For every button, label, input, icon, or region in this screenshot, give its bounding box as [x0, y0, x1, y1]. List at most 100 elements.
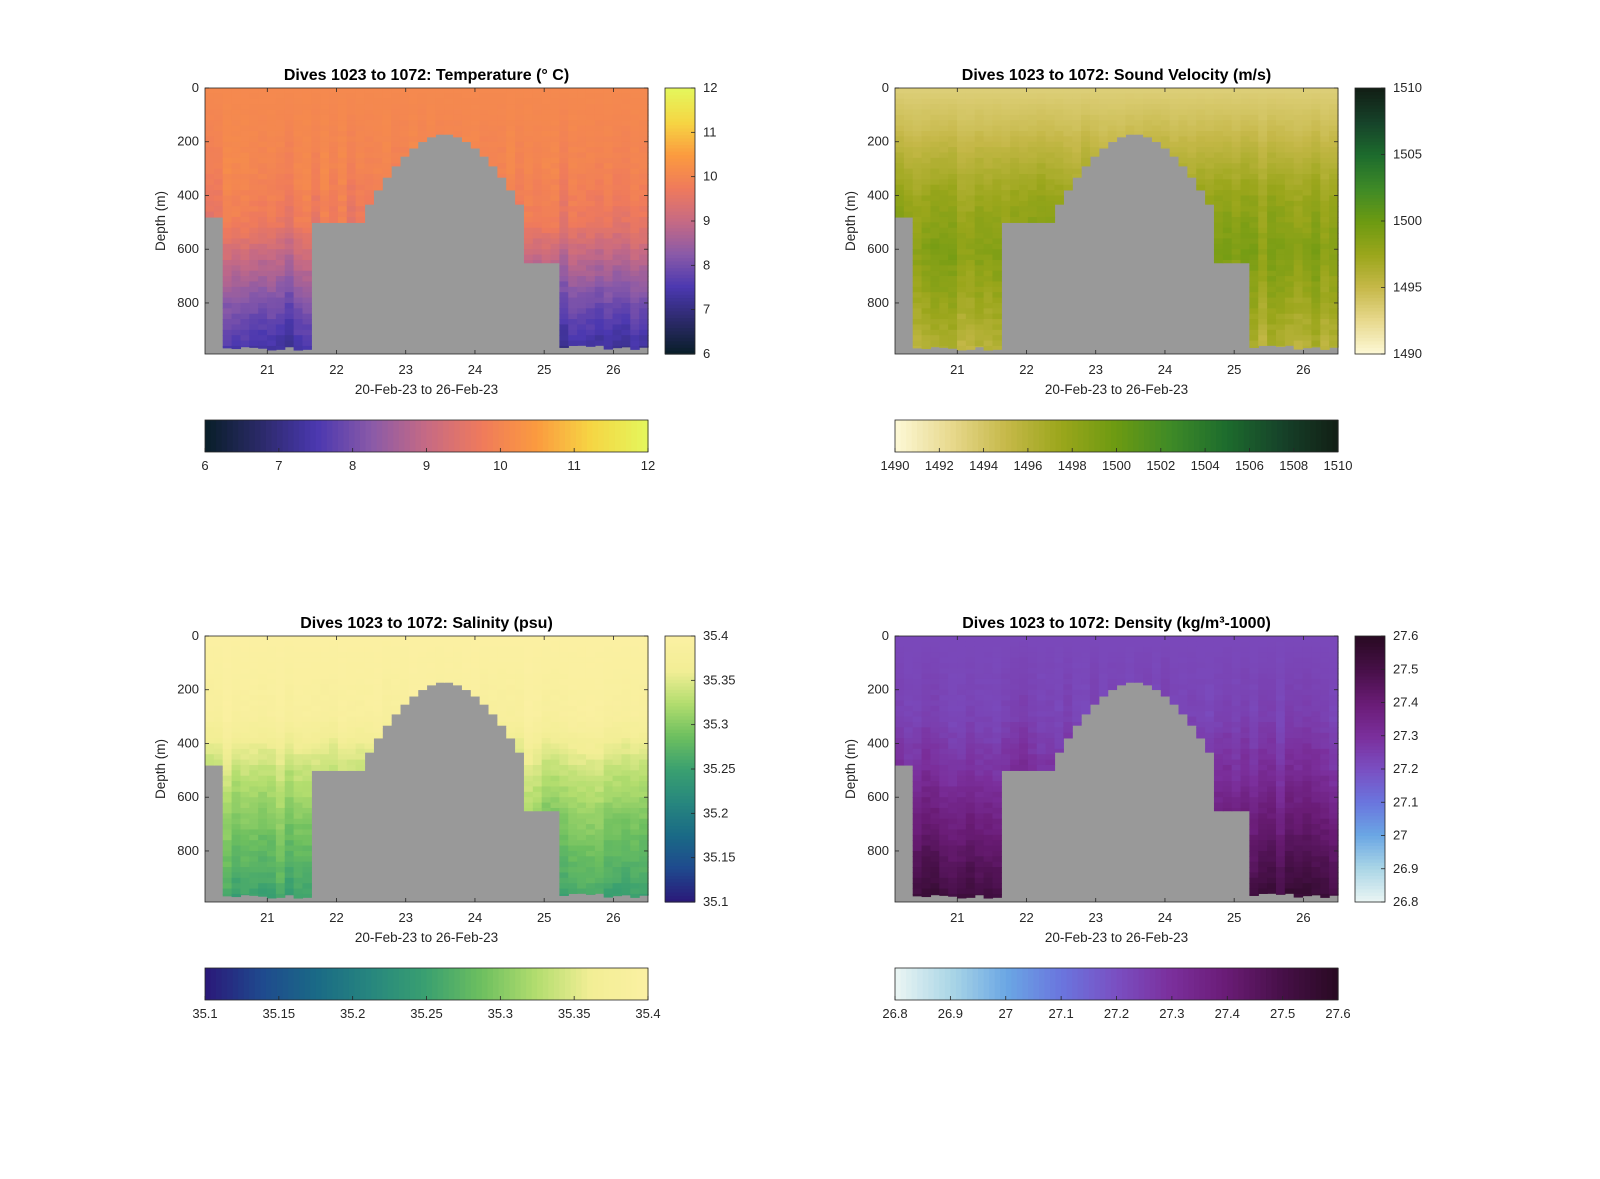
heatmap-cell — [1293, 98, 1304, 105]
heatmap-cell — [585, 216, 596, 223]
heatmap-cell — [612, 190, 623, 197]
heatmap-cell — [957, 125, 967, 132]
heatmap-cell — [302, 130, 312, 137]
heatmap-cell — [240, 114, 250, 121]
heatmap-cell — [612, 678, 623, 685]
heatmap-cell — [373, 673, 383, 680]
heatmap-cell — [302, 104, 312, 111]
heatmap-cell — [603, 781, 614, 788]
heatmap-cell — [594, 109, 605, 116]
heatmap-cell — [594, 646, 605, 653]
heatmap-cell — [373, 184, 383, 191]
heatmap-cell — [523, 152, 534, 159]
heatmap-cell — [550, 195, 560, 202]
heatmap-cell — [983, 238, 994, 245]
heatmap-cell — [541, 636, 552, 642]
heatmap-cell — [1311, 120, 1321, 127]
heatmap-cell — [346, 705, 357, 712]
heatmap-cell — [594, 716, 605, 723]
heatmap-cell — [1302, 93, 1313, 100]
heatmap-cell — [550, 136, 560, 143]
heatmap-cell — [585, 281, 596, 288]
heatmap-cell — [373, 678, 383, 685]
heatmap-cell — [249, 732, 259, 739]
heatmap-cell — [1258, 114, 1268, 121]
colorbar-segment — [1355, 260, 1385, 265]
heatmap-cell — [240, 716, 250, 723]
heatmap-cell — [231, 668, 242, 675]
heatmap-cell — [921, 335, 932, 342]
heatmap-cell — [939, 238, 949, 245]
heatmap-cell — [515, 684, 525, 691]
heatmap-cell — [302, 281, 312, 288]
heatmap-cell — [231, 662, 242, 669]
heatmap-cell — [621, 281, 631, 288]
heatmap-cell — [515, 743, 525, 750]
heatmap-cell — [1178, 136, 1188, 143]
heatmap-cell — [1222, 152, 1233, 159]
heatmap-cell — [364, 190, 374, 197]
heatmap-cell — [275, 243, 286, 250]
heatmap-cell — [921, 254, 932, 261]
heatmap-cell — [249, 877, 259, 884]
heatmap-cell — [992, 238, 1002, 245]
heatmap-cell — [639, 345, 649, 348]
colorbar-segment — [1122, 420, 1129, 452]
heatmap-cell — [391, 711, 401, 715]
heatmap-cell — [205, 636, 215, 642]
heatmap-cell — [568, 308, 578, 315]
heatmap-cell — [320, 147, 330, 154]
colorbar-segment — [665, 127, 695, 132]
heatmap-cell — [621, 297, 631, 304]
heatmap-cell — [515, 748, 525, 753]
heatmap-cell — [1019, 104, 1029, 111]
heatmap-cell — [311, 211, 321, 218]
heatmap-cell — [585, 200, 596, 207]
heatmap-cell — [992, 136, 1002, 143]
heatmap-cell — [240, 259, 250, 266]
heatmap-cell — [903, 120, 914, 127]
heatmap-cell — [1302, 222, 1313, 229]
heatmap-cell — [594, 168, 605, 175]
heatmap-cell — [275, 340, 286, 347]
heatmap-cell — [541, 668, 552, 675]
heatmap-cell — [1320, 109, 1330, 116]
heatmap-cell — [267, 233, 277, 240]
heatmap-cell — [267, 662, 277, 669]
heatmap-cell — [541, 200, 552, 207]
heatmap-cell — [983, 324, 994, 331]
heatmap-cell — [222, 286, 233, 293]
heatmap-cell — [612, 249, 623, 256]
heatmap-cell — [231, 732, 242, 739]
heatmap-cell — [1240, 195, 1250, 202]
heatmap-cell — [603, 157, 614, 164]
heatmap-cell — [302, 243, 312, 250]
heatmap-cell — [240, 684, 250, 691]
heatmap-cell — [603, 818, 614, 825]
heatmap-cell — [1151, 104, 1162, 111]
heatmap-cell — [258, 281, 268, 288]
heatmap-cell — [550, 254, 560, 261]
heatmap-cell — [399, 88, 410, 94]
heatmap-cell — [1116, 114, 1126, 121]
colorbar-segment — [1355, 131, 1385, 136]
heatmap-cell — [983, 319, 994, 326]
heatmap-cell — [293, 807, 304, 814]
heatmap-cell — [559, 700, 569, 707]
heatmap-cell — [1275, 345, 1286, 347]
heatmap-cell — [1187, 152, 1197, 159]
heatmap-cell — [373, 136, 383, 143]
colorbar-segment — [665, 211, 695, 215]
heatmap-cell — [373, 721, 383, 728]
heatmap-cell — [293, 147, 304, 154]
heatmap-cell — [1267, 114, 1277, 121]
heatmap-cell — [205, 211, 215, 218]
heatmap-cell — [249, 297, 259, 304]
heatmap-cell — [249, 173, 259, 180]
heatmap-cell — [603, 179, 614, 186]
heatmap-cell — [1329, 195, 1339, 202]
heatmap-cell — [1027, 157, 1038, 164]
heatmap-cell — [1213, 200, 1224, 207]
heatmap-cell — [275, 211, 286, 218]
heatmap-cell — [1267, 88, 1277, 94]
